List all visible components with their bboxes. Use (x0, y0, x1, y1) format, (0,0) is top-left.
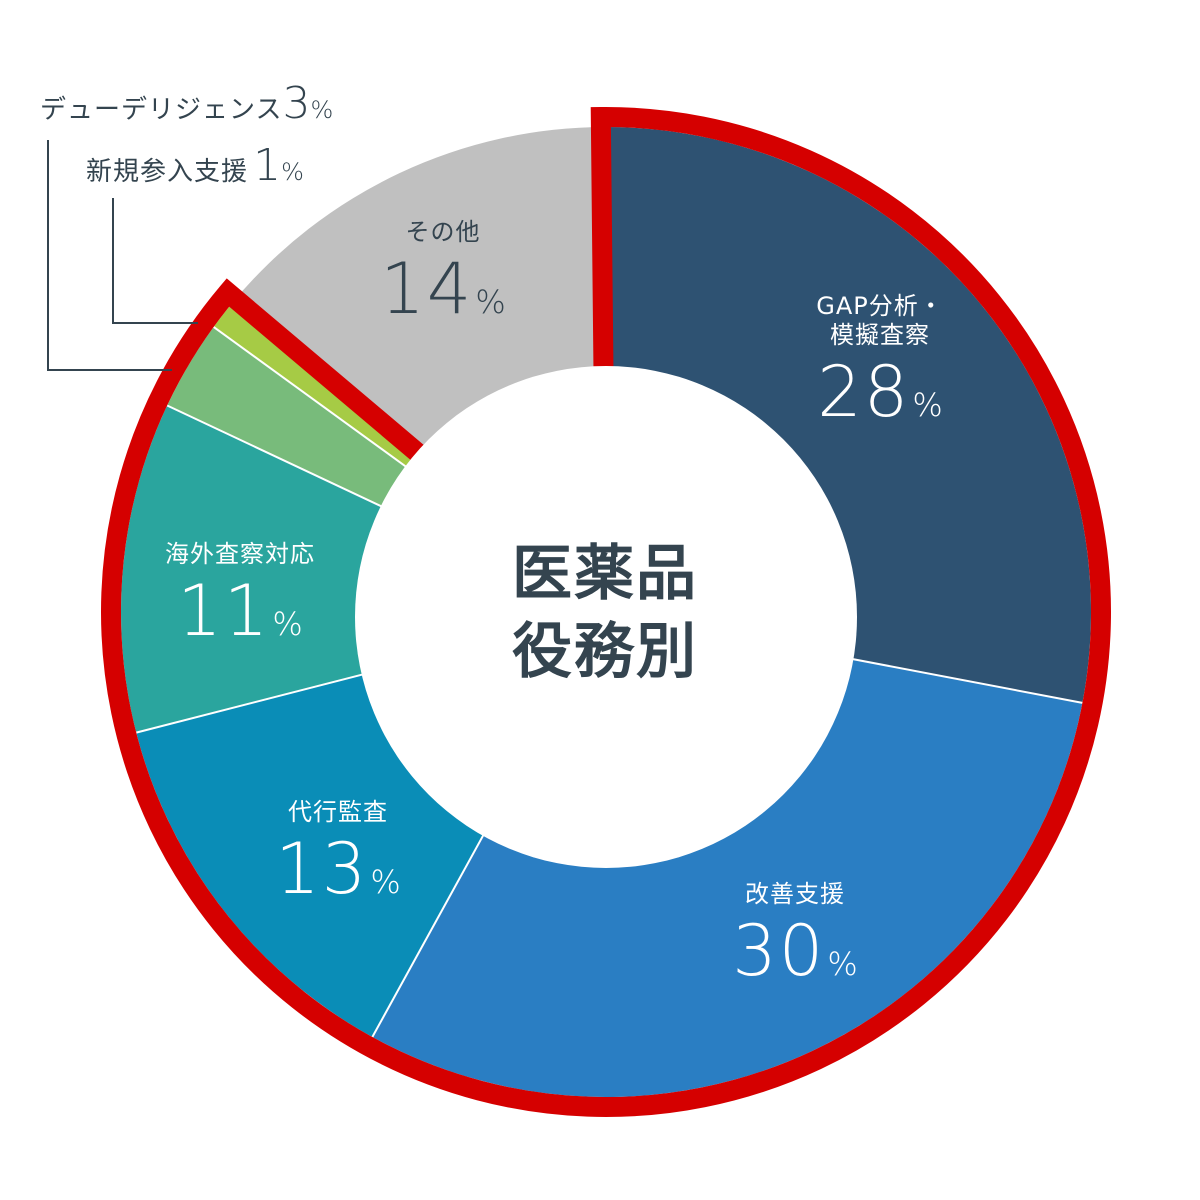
center-title-line2: 役務別 (512, 617, 698, 687)
slice-label-gap-name-2: 模擬査察 (830, 320, 930, 349)
slice-label-kaigai-name: 海外査察対応 (165, 540, 315, 568)
slice-separator (371, 821, 492, 1038)
slice-label-sonota-value: 14 (380, 247, 474, 330)
slice-label-gap-name-1: GAP分析・ (816, 292, 944, 320)
slice-label-daiko-name: 代行監査 (288, 798, 388, 826)
slice-label-daiko-pct: % (370, 862, 401, 901)
slice (213, 302, 422, 471)
slice-label-kaizen-value: 30 (732, 909, 826, 992)
slice-label-kaizen-pct: % (827, 944, 858, 983)
slice-label-daiko: 代行監査 13% (238, 798, 438, 911)
callout-new-entry-pct: % (281, 158, 304, 186)
callout-due-diligence-value: 3 (282, 78, 311, 129)
callout-due-diligence-name: デューデリジェンス (40, 95, 283, 125)
leader-line-new-entry (112, 198, 198, 324)
slice-separator (213, 326, 413, 472)
center-title: 医薬品 役務別 (455, 535, 755, 691)
slice (167, 326, 412, 510)
slice-label-sonota: その他 14% (343, 218, 543, 331)
slice-label-sonota-pct: % (475, 282, 506, 321)
slice-separator (166, 404, 390, 511)
slice (606, 127, 1091, 703)
slice-label-daiko-value: 13 (275, 827, 369, 910)
slice-label-kaigai-value: 11 (177, 569, 271, 652)
slice-label-gap-value: 28 (817, 350, 911, 433)
callout-new-entry-value: 1 (253, 140, 282, 191)
slice-label-kaigai-pct: % (272, 604, 303, 643)
callout-due-diligence-pct: % (310, 96, 334, 124)
donut-hole (355, 366, 857, 868)
callout-due-diligence: デューデリジェンス3% (40, 78, 333, 129)
slice-label-sonota-name: その他 (405, 218, 481, 246)
leader-lines (47, 140, 198, 371)
slice-label-kaigai: 海外査察対応 11% (140, 540, 340, 653)
slice-separator (135, 670, 374, 734)
slice-separator (841, 655, 1083, 704)
slice-label-gap-pct: % (912, 385, 943, 424)
slice-label-kaizen-name: 改善支援 (745, 880, 845, 908)
slice-label-kaizen: 改善支援 30% (695, 880, 895, 993)
slice (120, 405, 389, 733)
leader-line-due-diligence (47, 140, 172, 371)
center-title-line1: 医薬品 (512, 539, 698, 609)
callout-new-entry-name: 新規参入支援 (86, 157, 249, 187)
slice (372, 656, 1083, 1098)
callout-new-entry: 新規参入支援 1% (86, 140, 304, 191)
highlight-outline (101, 107, 1111, 1117)
slice-label-gap: GAP分析・ 模擬査察 28% (780, 292, 980, 434)
